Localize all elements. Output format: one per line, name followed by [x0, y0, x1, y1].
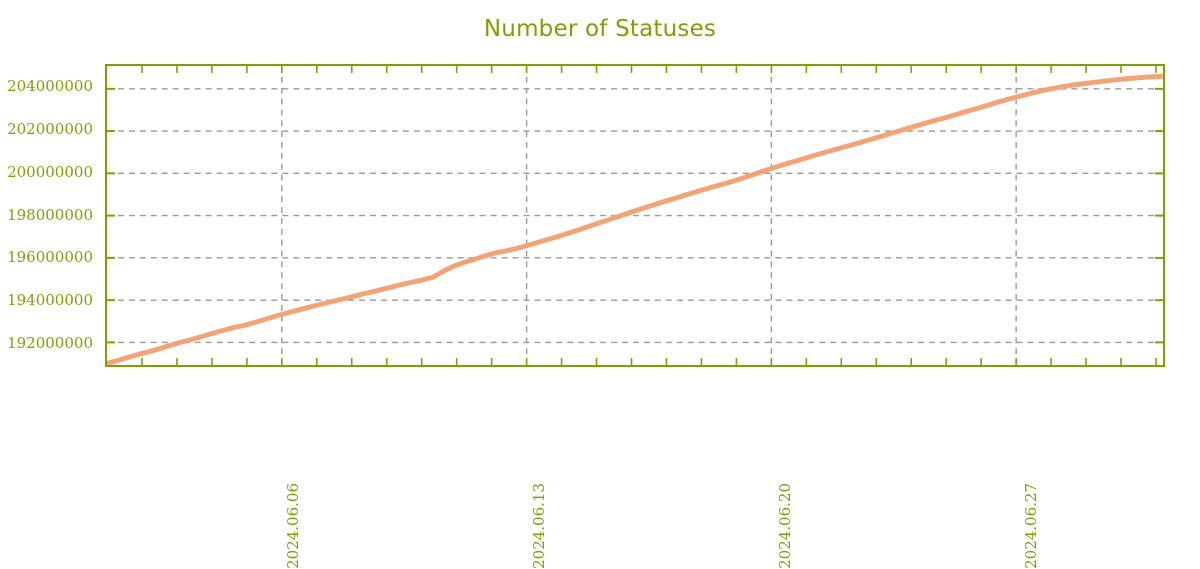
y-axis-tick-label: 198000000: [7, 205, 93, 224]
plot-area: [105, 64, 1165, 367]
chart-title: Number of Statuses: [483, 16, 717, 42]
y-axis-tick-label: 200000000: [7, 162, 93, 181]
y-axis-tick-label: 196000000: [7, 248, 93, 267]
plot-svg: [107, 66, 1163, 365]
x-axis-tick-labels: 2024.06.06 2024.06.13 2024.06.20 2024.06.27: [0, 378, 1200, 569]
x-axis-tick-label: 2024.06.13: [530, 483, 549, 569]
x-axis-tick-label: 2024.06.27: [1021, 483, 1040, 569]
y-axis-tick-label: 202000000: [7, 119, 93, 138]
y-axis-tick-label: 204000000: [7, 77, 93, 96]
y-axis-tick-labels: 192000000 194000000 196000000 198000000 2000…: [0, 0, 93, 500]
y-axis-tick-label: 194000000: [7, 291, 93, 310]
x-axis-tick-label: 2024.06.20: [775, 483, 794, 569]
x-axis-tick-label: 2024.06.06: [284, 483, 303, 569]
data-line: [107, 73, 1163, 365]
y-axis-tick-label: 192000000: [7, 334, 93, 353]
